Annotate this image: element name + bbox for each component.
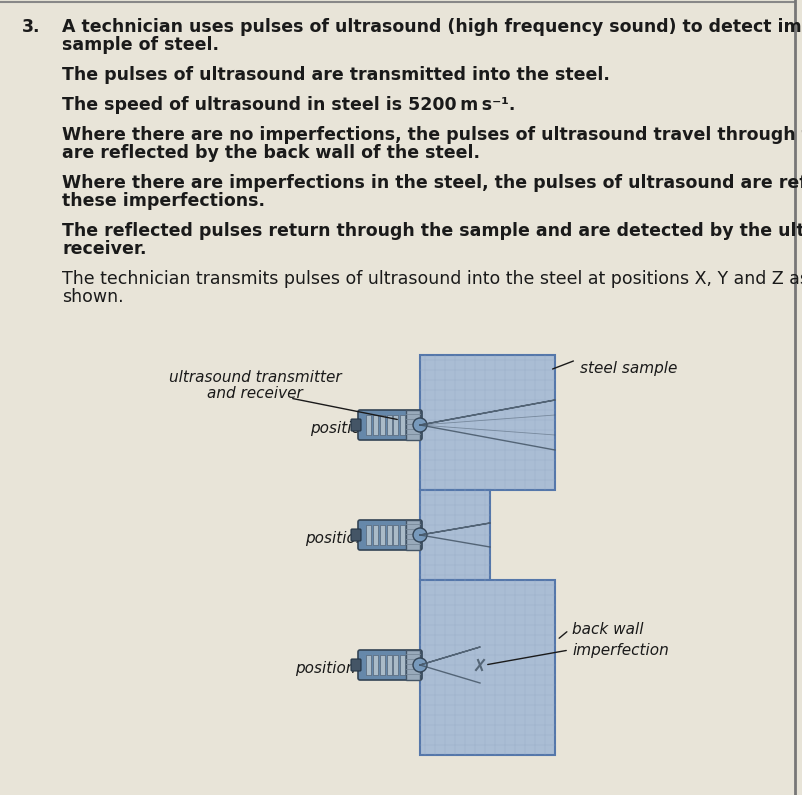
Text: imperfection: imperfection [572, 642, 669, 657]
Bar [406, 650, 420, 680]
Text: position Z: position Z [295, 661, 371, 677]
Bar [379, 525, 385, 545]
Bar [373, 525, 378, 545]
Text: The pulses of ultrasound are transmitted into the steel.: The pulses of ultrasound are transmitted… [62, 66, 610, 84]
FancyBboxPatch shape [358, 410, 422, 440]
Bar [394, 415, 399, 435]
Text: A technician uses pulses of ultrasound (high frequency sound) to detect imperfec: A technician uses pulses of ultrasound (… [62, 18, 802, 36]
Text: The reflected pulses return through the sample and are detected by the ultrasoun: The reflected pulses return through the … [62, 222, 802, 240]
Text: Where there are imperfections in the steel, the pulses of ultrasound are reflect: Where there are imperfections in the ste… [62, 174, 802, 192]
Bar [387, 525, 391, 545]
Text: 3.: 3. [22, 18, 40, 36]
Text: these imperfections.: these imperfections. [62, 192, 265, 210]
Bar [394, 525, 399, 545]
Text: and receiver: and receiver [207, 386, 303, 401]
Text: Where there are no imperfections, the pulses of ultrasound travel through the st: Where there are no imperfections, the pu… [62, 126, 802, 144]
Bar [379, 655, 385, 675]
Bar [387, 415, 391, 435]
Bar [394, 655, 399, 675]
Text: sample of steel.: sample of steel. [62, 36, 219, 54]
Bar [366, 655, 371, 675]
Bar [387, 655, 391, 675]
FancyBboxPatch shape [351, 659, 361, 671]
Bar [406, 520, 420, 550]
Bar [420, 490, 490, 580]
Text: position Y: position Y [305, 532, 380, 546]
Circle shape [413, 658, 427, 672]
Text: position X: position X [310, 421, 386, 436]
Text: The speed of ultrasound in steel is 5200 m s⁻¹.: The speed of ultrasound in steel is 5200… [62, 96, 516, 114]
Bar [407, 655, 412, 675]
Bar [400, 655, 405, 675]
Bar [420, 355, 555, 490]
Bar [373, 415, 378, 435]
FancyBboxPatch shape [358, 520, 422, 550]
Circle shape [413, 528, 427, 542]
Text: The technician transmits pulses of ultrasound into the steel at positions X, Y a: The technician transmits pulses of ultra… [62, 270, 802, 288]
Text: shown.: shown. [62, 288, 124, 306]
Text: steel sample: steel sample [580, 360, 678, 375]
FancyBboxPatch shape [351, 419, 361, 431]
Bar [366, 525, 371, 545]
Bar [400, 415, 405, 435]
Bar [406, 410, 420, 440]
Bar [407, 415, 412, 435]
Bar [379, 415, 385, 435]
FancyBboxPatch shape [358, 650, 422, 680]
Circle shape [413, 418, 427, 432]
Text: receiver.: receiver. [62, 240, 147, 258]
Text: are reflected by the back wall of the steel.: are reflected by the back wall of the st… [62, 144, 480, 162]
Bar [420, 580, 555, 755]
Text: ultrasound transmitter: ultrasound transmitter [168, 370, 342, 385]
Bar [373, 655, 378, 675]
Bar [407, 525, 412, 545]
Bar [400, 525, 405, 545]
FancyBboxPatch shape [351, 529, 361, 541]
Text: back wall: back wall [572, 622, 643, 638]
Bar [366, 415, 371, 435]
